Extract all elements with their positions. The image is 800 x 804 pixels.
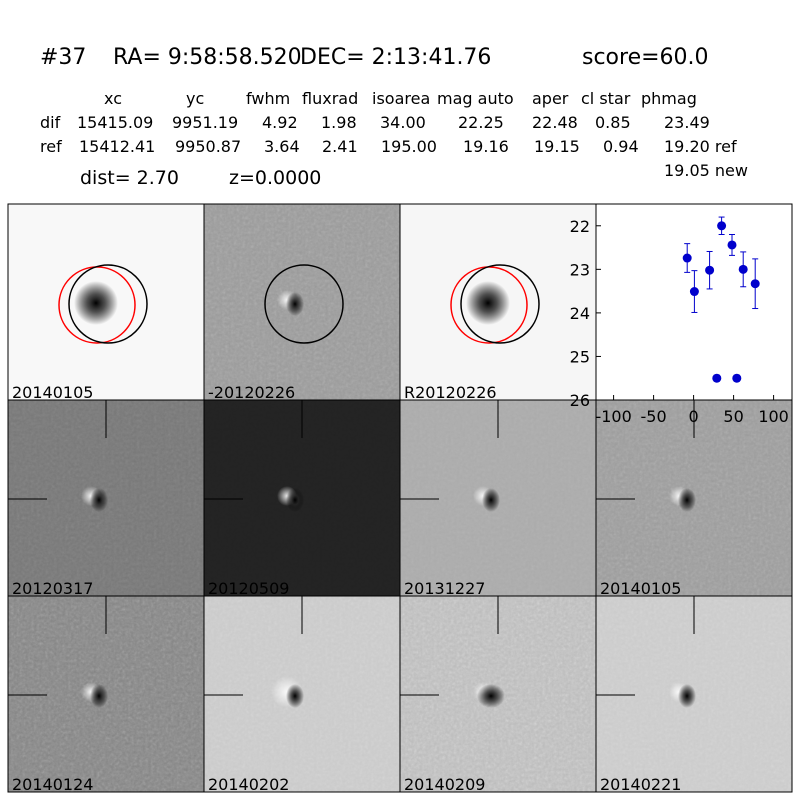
cell: 34.00	[380, 113, 426, 132]
cell: 9950.87	[175, 137, 241, 156]
residual-dark	[678, 488, 696, 512]
light-curve: 22 23 24 25 26 -100 -50 0 50 100	[570, 203, 793, 426]
header: #37 RA= 9:58:58.520 DEC= 2:13:41.76 scor…	[40, 45, 709, 70]
column-header: phmag	[641, 89, 697, 108]
cell: 2.41	[322, 137, 358, 156]
cand-id: #37	[40, 45, 86, 70]
image-panel: 20120317	[7, 399, 205, 598]
image-panel: 20131227	[399, 399, 597, 598]
cell: 19.20 ref	[664, 137, 737, 156]
dec: DEC= 2:13:41.76	[300, 45, 491, 70]
row-label: dif	[40, 113, 61, 132]
cell: 22.48	[532, 113, 578, 132]
point	[750, 279, 760, 289]
cell: 9951.19	[172, 113, 238, 132]
image-panel: 20140209	[399, 595, 597, 794]
ra: RA= 9:58:58.520	[113, 45, 302, 70]
column-header: mag auto	[437, 89, 514, 108]
residual-dark	[286, 292, 304, 316]
dist: dist= 2.70	[80, 167, 179, 189]
cell: 4.92	[262, 113, 298, 132]
cell: 3.64	[264, 137, 300, 156]
panel-label: 20140124	[12, 775, 93, 794]
cell: 19.15	[534, 137, 580, 156]
panel-label: 20120509	[208, 579, 289, 598]
cell: 19.16	[463, 137, 509, 156]
cell: 22.25	[458, 113, 504, 132]
panels: 20140105 -20120226 R20120226 20120317 201205…	[7, 203, 793, 794]
point	[689, 287, 699, 297]
cell: 23.49	[664, 113, 710, 132]
frame	[595, 595, 793, 793]
panel-label: -20120226	[208, 383, 295, 402]
point	[712, 373, 722, 383]
residual-dark	[482, 488, 500, 512]
residual-dark	[90, 488, 108, 512]
column-header: cl star	[581, 89, 631, 108]
x-tick-label: -100	[595, 407, 631, 426]
image-panel: 20140202	[203, 595, 401, 794]
image-panel: 20140221	[595, 595, 793, 794]
source	[466, 281, 510, 325]
column-header: yc	[186, 89, 204, 108]
redshift: z=0.0000	[229, 167, 321, 189]
new-circle	[460, 264, 540, 344]
image-panel: 20140105	[595, 399, 793, 598]
point	[705, 265, 715, 275]
image-panel: 20120509	[203, 399, 401, 598]
point	[732, 373, 742, 383]
residual-dark	[678, 684, 696, 708]
panel-label: 20140221	[600, 775, 681, 794]
score: score=60.0	[582, 45, 709, 70]
y-tick-label: 22	[570, 217, 590, 236]
cell: 15415.09	[77, 113, 153, 132]
x-tick-label: 50	[723, 407, 743, 426]
panel-label: 20140209	[404, 775, 485, 794]
x-tick-label: 100	[758, 407, 789, 426]
panel-label: 20140202	[208, 775, 289, 794]
column-header: isoarea	[372, 89, 430, 108]
panel-label: 20120317	[12, 579, 93, 598]
column-header: xc	[104, 89, 122, 108]
image-panel: 20140124	[7, 595, 205, 794]
cell: 195.00	[381, 137, 437, 156]
column-header: aper	[532, 89, 569, 108]
image-panel: 20140105	[7, 203, 205, 402]
y-tick-label: 26	[570, 391, 590, 410]
cell: 1.98	[321, 113, 357, 132]
source	[74, 281, 118, 325]
panel-label: 20140105	[600, 579, 681, 598]
row-label: ref	[40, 137, 62, 156]
cell: 0.94	[603, 137, 639, 156]
x-tick-label: -50	[641, 407, 667, 426]
point	[727, 240, 737, 250]
new-circle	[68, 264, 148, 344]
image-panel: R20120226	[399, 203, 597, 402]
new-circle	[264, 264, 344, 344]
panel-label: 20140105	[12, 383, 93, 402]
residual-dark	[90, 684, 108, 708]
residual-dark	[286, 684, 304, 708]
column-header: fwhm	[246, 89, 290, 108]
cell: 0.85	[595, 113, 631, 132]
point	[717, 221, 727, 231]
residual-dark	[286, 488, 304, 512]
panel-label: R20120226	[404, 383, 497, 402]
y-tick-label: 24	[570, 304, 590, 323]
panel-label: 20131227	[404, 579, 485, 598]
point	[738, 264, 748, 274]
phmag-new: 19.05 new	[664, 161, 748, 180]
y-tick-label: 25	[570, 347, 590, 366]
cell: 15412.41	[79, 137, 155, 156]
residual-dark	[477, 684, 505, 708]
x-tick-label: 0	[689, 407, 699, 426]
column-header: fluxrad	[302, 89, 358, 108]
table: 19.05 new dist= 2.70 z=0.0000 xc yc fwhm fl…	[40, 89, 748, 189]
image-panel: -20120226	[203, 203, 401, 402]
y-tick-label: 23	[570, 260, 590, 279]
point	[682, 253, 692, 263]
